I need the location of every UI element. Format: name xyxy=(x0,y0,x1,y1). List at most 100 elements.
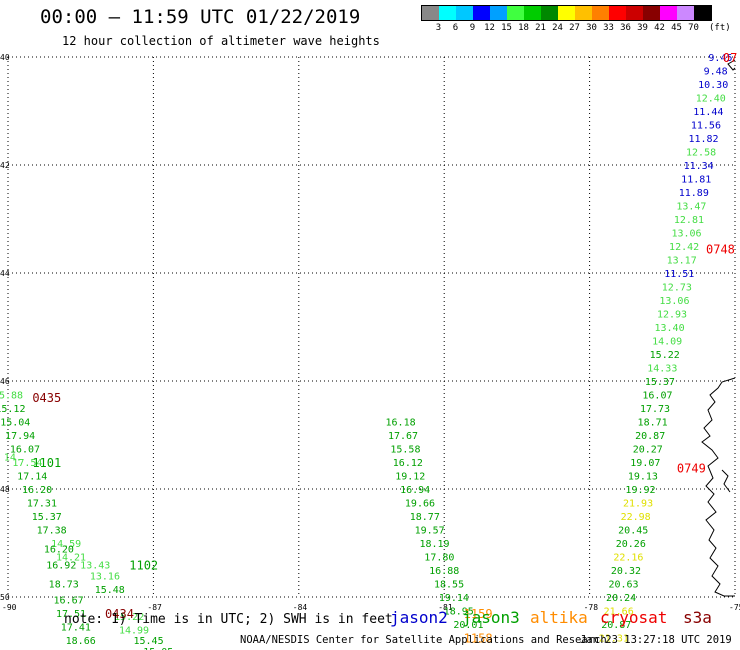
wave-height-value: 19.12 xyxy=(395,472,425,483)
wave-height-value: 22.16 xyxy=(613,553,643,564)
scale-swatch xyxy=(558,6,575,20)
page-subtitle: 12 hour collection of altimeter wave hei… xyxy=(62,34,380,48)
lat-tick-label: 42 xyxy=(0,161,10,170)
lat-tick-label: 46 xyxy=(0,377,10,386)
wave-height-value: 15.04 xyxy=(0,418,30,429)
wave-height-value: 15.22 xyxy=(650,350,680,361)
wave-height-value: 15.12 xyxy=(0,404,25,415)
scale-swatch xyxy=(490,6,507,20)
wave-height-value: 12.40 xyxy=(696,94,726,105)
credit-text: NOAA/NESDIS Center for Satellite Applica… xyxy=(240,634,607,646)
wave-height-value: 20.87 xyxy=(601,620,631,631)
coastline-inlet xyxy=(721,469,731,493)
wave-height-value: 19.13 xyxy=(628,472,658,483)
scale-label: 6 xyxy=(452,23,459,33)
scale-swatch xyxy=(524,6,541,20)
lon-tick-label: -87 xyxy=(147,603,162,612)
wave-height-value: 17.14 xyxy=(17,472,47,483)
scale-label: 36 xyxy=(620,23,631,33)
wave-height-value: 14.33 xyxy=(647,364,677,375)
footer-note: note: 1) Time is in UTC; 2) SWH is in fe… xyxy=(64,612,393,627)
wave-height-value: 12.42 xyxy=(669,242,699,253)
lon-tick-label: -78 xyxy=(584,603,599,612)
wave-height-value: 9.45 xyxy=(708,53,732,64)
scale-label: 21 xyxy=(535,23,546,33)
wave-height-value: 12.81 xyxy=(674,215,704,226)
pass-time-label: 1159 xyxy=(464,607,493,621)
wave-height-value: 16.88 xyxy=(429,566,459,577)
wave-height-value: 20.45 xyxy=(618,526,648,537)
wave-height-value: 21.66 xyxy=(604,607,634,618)
scale-swatch xyxy=(473,6,490,20)
pass-time-label: 0749 xyxy=(677,461,706,475)
wave-height-value: 16.07 xyxy=(642,391,672,402)
wave-height-value: 13.16 xyxy=(90,571,120,582)
wave-height-value: 11.34 xyxy=(684,161,714,172)
scale-label: 9 xyxy=(469,23,476,33)
scale-swatch xyxy=(609,6,626,20)
pass-time-label: 1102 xyxy=(129,559,158,573)
scale-unit: (ft) xyxy=(709,23,731,33)
wave-height-value: 13.06 xyxy=(671,229,701,240)
wave-height-value: 13.06 xyxy=(659,296,689,307)
wave-height-value: 15.37 xyxy=(645,377,675,388)
pass-time-label: 0435 xyxy=(32,391,61,405)
wave-height-value: 14.59 xyxy=(51,539,81,550)
wave-height-value: 10.30 xyxy=(698,80,728,91)
wave-height-value: 12.93 xyxy=(657,310,687,321)
wave-height-value: 15.22 xyxy=(114,612,144,623)
wave-height-value: 17.54 xyxy=(12,458,42,469)
wave-height-value: 19.66 xyxy=(405,499,435,510)
coastline-north xyxy=(727,59,736,71)
wave-height-value: 18.55 xyxy=(434,580,464,591)
wave-height-value: 17.73 xyxy=(640,404,670,415)
wave-height-value: 19.14 xyxy=(439,593,469,604)
wave-height-value: 14. xyxy=(4,453,22,464)
scale-swatch xyxy=(456,6,473,20)
legend-altika: altika xyxy=(530,608,588,627)
wave-height-value: 16.20 xyxy=(22,485,52,496)
scale-label: 24 xyxy=(552,23,563,33)
lon-tick-label: -75 xyxy=(729,603,740,612)
wave-height-value: 18.77 xyxy=(410,512,440,523)
color-scale: (ft) 3 6 9 12 15 18 21 24 27 30 33 36 39 42 45 70 xyxy=(421,5,731,33)
wave-height-value: 15.48 xyxy=(95,585,125,596)
legend-s3a: s3a xyxy=(683,608,712,627)
wave-height-value: 13.17 xyxy=(667,256,697,267)
scale-label: 27 xyxy=(569,23,580,33)
pass-time-label: 0434 xyxy=(105,607,134,621)
lon-tick-label: -84 xyxy=(293,603,308,612)
scale-swatch xyxy=(677,6,694,20)
wave-height-value: 15.58 xyxy=(390,445,420,456)
scale-label: 18 xyxy=(518,23,529,33)
wave-height-value: 11.89 xyxy=(679,188,709,199)
wave-height-value: 16.07 xyxy=(10,445,40,456)
generated-timestamp: Jan 23 13:27:18 UTC 2019 xyxy=(580,634,732,646)
scale-swatch xyxy=(541,6,558,20)
wave-height-value: 17.41 xyxy=(61,623,91,634)
wave-height-value: 17.31 xyxy=(27,499,57,510)
wave-height-value: 18.66 xyxy=(66,636,96,647)
wave-height-value: 17.94 xyxy=(5,431,35,442)
lat-tick-label: 48 xyxy=(0,485,10,494)
wave-height-value: 19.07 xyxy=(630,458,660,469)
lon-tick-label: -90 xyxy=(2,603,17,612)
color-scale-boxes xyxy=(421,5,712,21)
wave-height-value: 13.47 xyxy=(676,202,706,213)
wave-height-value: 21.93 xyxy=(623,499,653,510)
wave-height-value: 11.81 xyxy=(681,175,711,186)
wave-height-value: 21.31 xyxy=(599,634,629,645)
pass-time-label: 07 xyxy=(723,51,737,65)
scale-swatch xyxy=(592,6,609,20)
wave-height-value: 17.51 xyxy=(56,609,86,620)
wave-height-value: 18.73 xyxy=(49,580,79,591)
wave-height-value: 15.37 xyxy=(32,512,62,523)
wave-height-value: 16.20 xyxy=(44,544,74,555)
wave-height-value: 11.44 xyxy=(693,107,723,118)
wave-height-value: 22.98 xyxy=(621,512,651,523)
wave-height-value: 11.51 xyxy=(664,269,694,280)
scale-label: 39 xyxy=(637,23,648,33)
wave-height-value: 15.05 xyxy=(143,647,173,650)
scale-label: 33 xyxy=(603,23,614,33)
scale-swatch xyxy=(660,6,677,20)
